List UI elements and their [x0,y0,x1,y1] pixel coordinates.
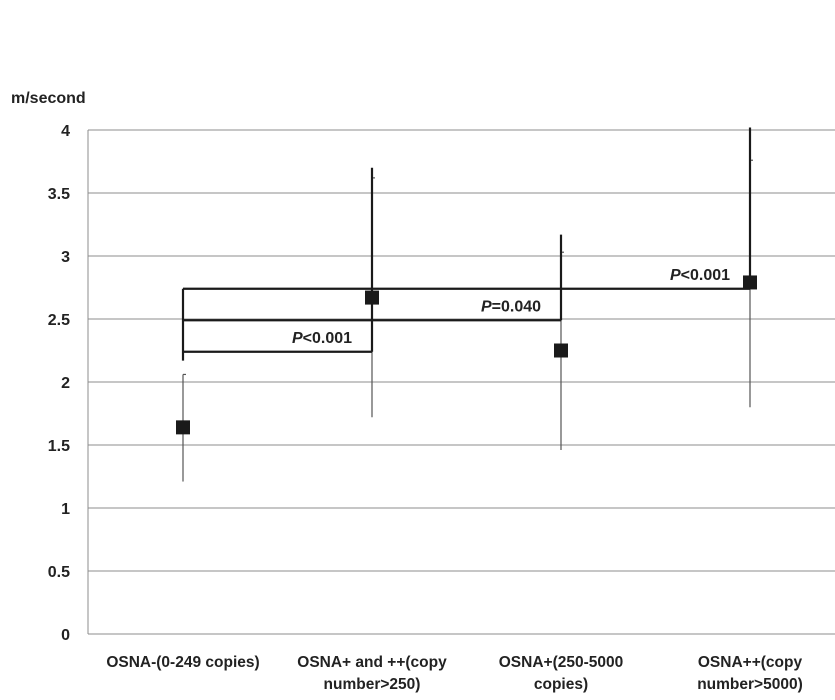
p-value-label: P<0.001 [292,330,352,347]
x-category-label-line: OSNA+(250-5000 [499,654,624,671]
p-value-symbol: P [481,298,492,315]
y-tick-label: 2.5 [48,312,70,329]
x-category-label: OSNA+(250-5000 copies) [499,654,624,693]
x-category-label-line: copies) [534,676,588,693]
y-tick-label: 1 [61,501,70,518]
y-tick-label: 3.5 [48,186,70,203]
x-category-label: OSNA+ and ++(copy number>250) [297,654,447,693]
p-value-symbol: P [670,267,681,284]
y-tick-label: 4 [61,123,70,140]
p-value-text: =0.040 [492,298,541,315]
y-tick-labels: 0 0.5 1 1.5 2 2.5 3 3.5 4 [48,123,70,644]
x-category-label-line: OSNA-(0-249 copies) [106,654,259,671]
y-tick-label: 3 [61,249,70,266]
x-category-label-line: OSNA+ and ++(copy [297,654,447,671]
data-point-marker [176,420,190,435]
x-category-label-line: number>250) [324,676,421,693]
y-tick-label: 0.5 [48,564,70,581]
p-value-symbol: P [292,330,303,347]
y-tick-label: 2 [61,375,70,392]
p-value-label: P=0.040 [481,298,541,315]
x-category-label-line: number>5000) [697,676,803,693]
grid-layer [87,129,835,635]
data-markers [176,275,757,435]
data-point-marker [554,343,568,358]
x-category-label: OSNA++(copy number>5000) [697,654,803,693]
p-value-text: <0.001 [303,330,352,347]
y-tick-label: 1.5 [48,438,70,455]
p-value-text: <0.001 [681,267,730,284]
x-category-label: OSNA-(0-249 copies) [106,654,259,671]
x-category-label-line: OSNA++(copy [698,654,803,671]
x-category-labels: OSNA-(0-249 copies) OSNA+ and ++(copy numb… [106,654,802,693]
y-tick-label: 0 [61,627,70,644]
y-axis-unit-label: m/second [11,90,86,107]
p-value-label: P<0.001 [670,267,730,284]
